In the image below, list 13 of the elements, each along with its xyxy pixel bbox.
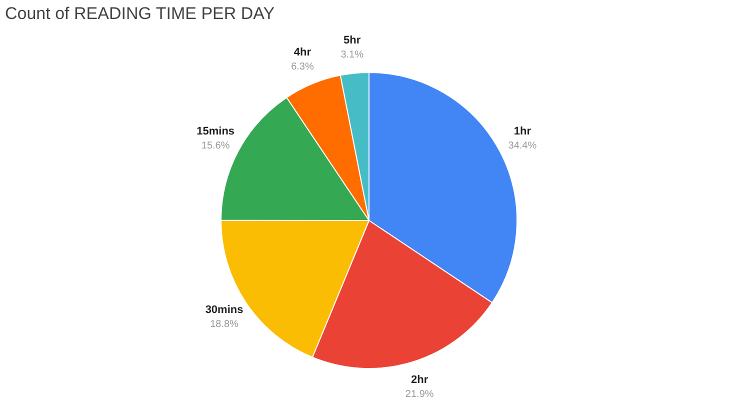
slice-label: 30mins [205, 304, 244, 316]
slice-label: 15mins [196, 125, 235, 138]
slice-label: 5hr [344, 34, 362, 46]
data-label: 6.3% [291, 62, 314, 73]
data-label: 21.9% [405, 388, 434, 400]
chart-title: Count of READING TIME PER DAY [5, 4, 275, 23]
data-label: 3.1% [340, 49, 364, 60]
slice-label: 2hr [411, 374, 429, 386]
data-label: 18.8% [210, 319, 239, 330]
data-label: 15.6% [201, 140, 230, 152]
slice-label: 4hr [294, 46, 312, 59]
slice-label: 1hr [514, 125, 532, 138]
data-label: 34.4% [508, 140, 537, 152]
